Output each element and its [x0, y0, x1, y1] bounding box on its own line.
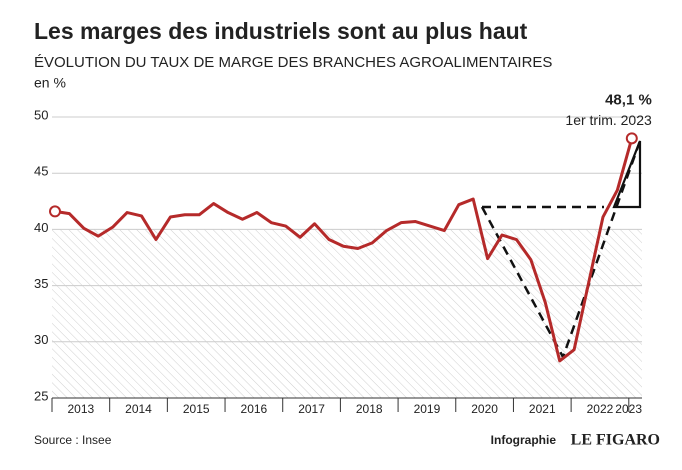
y-tick-label: 30 [34, 332, 48, 347]
x-tick-label: 2017 [298, 402, 325, 416]
credit: Infographie [491, 433, 557, 447]
x-tick-label: 2021 [529, 402, 556, 416]
y-tick-label: 50 [34, 107, 48, 122]
x-tick-label: 2015 [183, 402, 210, 416]
hatched-area [52, 229, 642, 398]
source: Source : Insee [34, 433, 112, 447]
x-tick-label: 2014 [125, 402, 152, 416]
y-axis-label: en % [34, 75, 66, 91]
annotation-date: 1er trim. 2023 [565, 112, 652, 128]
subtitle: ÉVOLUTION DU TAUX DE MARGE DES BRANCHES … [34, 54, 552, 71]
y-tick-label: 35 [34, 276, 48, 291]
x-tick-label: 2018 [356, 402, 383, 416]
y-tick-label: 40 [34, 220, 48, 235]
plot-area: 25 30 35 40 45 50 2013 2014 2015 2016 2017 2018 2019… [34, 91, 652, 416]
chart-title: Les marges des industriels sont au plus … [34, 18, 528, 44]
end-marker [49, 205, 61, 218]
x-tick-label: 2023 [615, 402, 642, 416]
trend-triangle [612, 140, 642, 209]
brand: LE FIGARO [571, 432, 660, 449]
end-marker [625, 132, 638, 145]
data-line [54, 137, 634, 363]
x-tick-label: 2016 [241, 402, 268, 416]
x-tick-label: 2020 [471, 402, 498, 416]
x-tick-label: 2013 [67, 402, 94, 416]
x-tick-label: 2019 [414, 402, 441, 416]
y-tick-label: 45 [34, 164, 48, 179]
x-tick-label: 2022 [587, 402, 614, 416]
y-tick-label: 25 [34, 388, 48, 403]
annotation-value: 48,1 % [605, 91, 652, 108]
